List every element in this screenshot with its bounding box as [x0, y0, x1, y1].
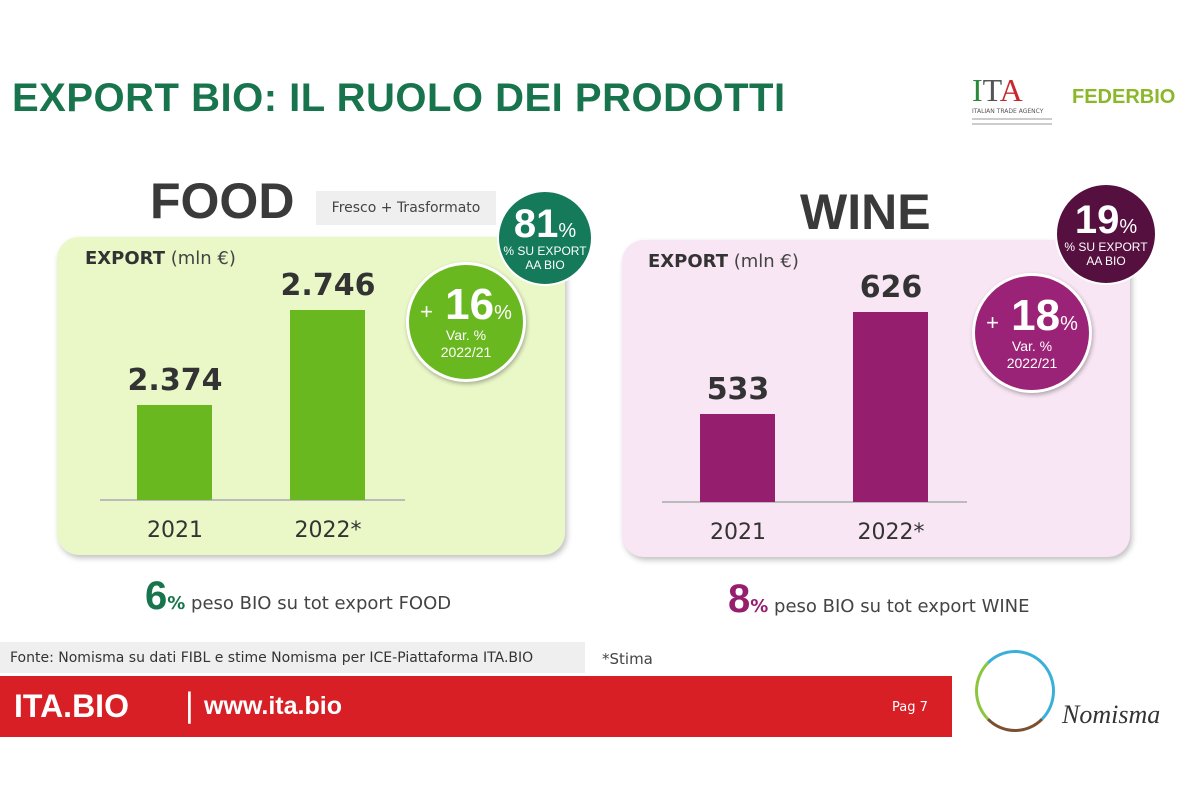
footer-separator: |: [184, 686, 195, 724]
estimate-note: *Stima: [602, 650, 653, 668]
wine-axis: [662, 501, 967, 503]
federbio-logo: FEDERBIO: [1072, 86, 1176, 108]
x-tick-label: 2022*: [857, 520, 925, 545]
food-heading: FOOD: [150, 173, 295, 229]
bar-value-label: 626: [859, 270, 923, 305]
food-tag: Fresco + Trasformato: [316, 191, 496, 225]
food-peso: 6% peso BIO su tot export FOOD: [145, 574, 452, 618]
food-axis: [100, 499, 405, 501]
bar-value-label: 533: [706, 372, 770, 408]
page-title: EXPORT BIO: IL RUOLO DEI PRODOTTI: [12, 76, 786, 120]
ita-logo: ITA ITALIAN TRADE AGENCY: [972, 74, 1062, 136]
nomisma-logo: Nomisma: [1062, 700, 1161, 729]
x-tick-label: 2022*: [294, 518, 362, 543]
bar-2022: [290, 310, 365, 500]
bar-2022: [853, 312, 928, 502]
bar-2021: [137, 405, 212, 500]
food-export-label: EXPORT (mln €): [85, 248, 236, 269]
source-note: Fonte: Nomisma su dati FIBL e stime Nomi…: [0, 642, 585, 673]
ita-bio-circle-logo: [975, 650, 1055, 732]
wine-export-label: EXPORT (mln €): [648, 251, 799, 272]
wine-var-badge: + 18% Var. % 2022/21: [972, 273, 1092, 393]
food-var-badge: + 16% Var. % 2022/21: [406, 262, 526, 382]
food-share-badge: 81% % SU EXPORT AA BIO: [497, 190, 593, 286]
wine-heading: WINE: [800, 184, 931, 240]
bar-value-label: 2.746: [280, 268, 376, 303]
wine-share-badge: 19% % SU EXPORT AA BIO: [1055, 183, 1157, 285]
x-tick-label: 2021: [147, 518, 203, 543]
footer-brand: ITA.BIO: [14, 688, 129, 724]
footer-bar: ITA.BIO | www.ita.bio Pag 7: [0, 676, 952, 737]
x-tick-label: 2021: [710, 520, 766, 545]
bar-2021: [700, 414, 775, 502]
bar-value-label: 2.374: [127, 363, 223, 398]
wine-peso: 8% peso BIO su tot export WINE: [728, 577, 1030, 621]
footer-url[interactable]: www.ita.bio: [204, 692, 342, 720]
page-number: Pag 7: [892, 700, 928, 715]
